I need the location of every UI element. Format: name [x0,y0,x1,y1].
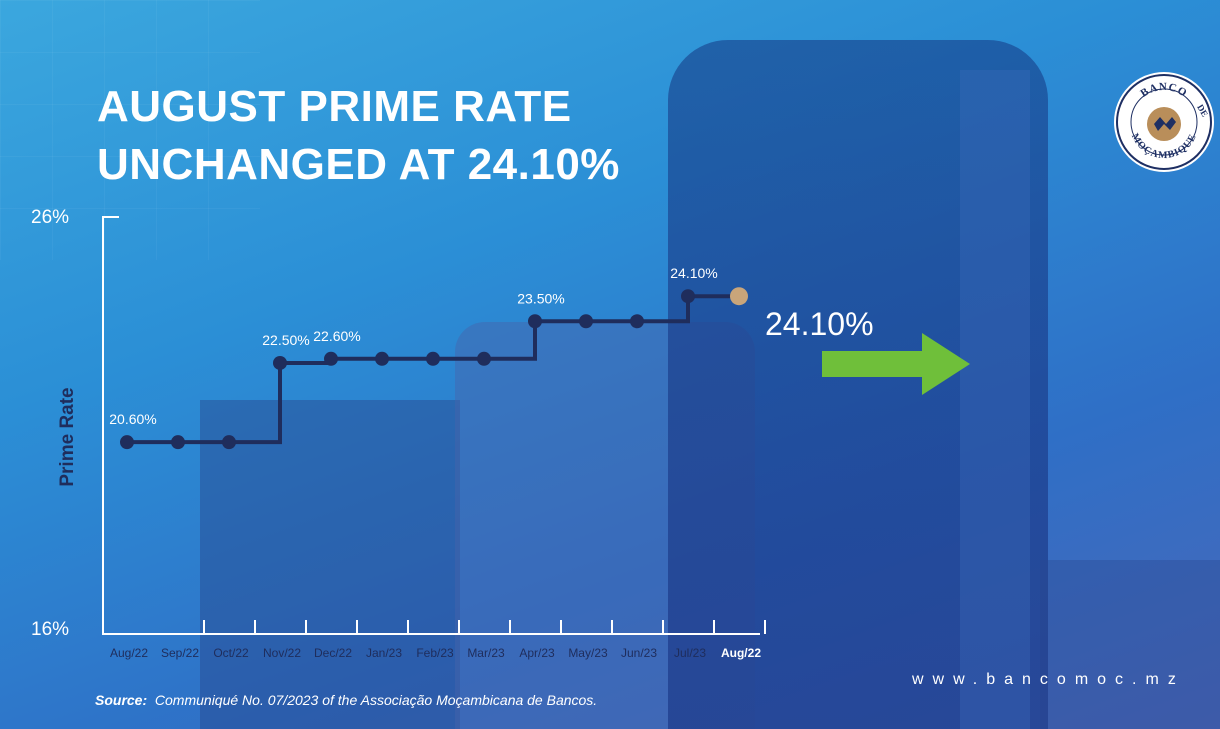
data-point [630,314,644,329]
x-tick-label: Feb/23 [416,646,454,660]
highlight-value: 24.10% [765,306,874,342]
bank-logo-icon: BANCO MOÇAMBIQUE DE [1116,74,1212,170]
data-label: 22.60% [313,328,360,344]
title-line-2: UNCHANGED AT 24.10% [97,140,620,189]
chart-axis-lines [102,216,760,635]
x-tick-label: Aug/22 [110,646,148,660]
page-title: AUGUST PRIME RATE UNCHANGED AT 24.10% [97,78,620,194]
x-tick-label: Jun/23 [621,646,657,660]
x-tick-label: Jan/23 [366,646,402,660]
background-tower-side [960,70,1030,729]
bank-logo: BANCO MOÇAMBIQUE DE [1114,72,1214,172]
x-tick-label: Sep/22 [161,646,199,660]
y-axis-label: Prime Rate [57,387,78,486]
data-point [324,351,338,366]
x-tick-label: Nov/22 [263,646,301,660]
x-axis-labels: Aug/22 Sep/22 Oct/22 Nov/22 Dec/22 Jan/23 Feb/… [110,646,761,660]
source-label: Source: [95,692,148,708]
website-url[interactable]: www.bancomoc.mz [912,671,1185,688]
x-tick-label: Apr/23 [519,646,555,660]
chart-axes [102,216,766,635]
data-point [375,351,389,366]
data-point [681,289,695,304]
data-points [120,287,748,450]
x-tick-label: Jul/23 [674,646,706,660]
data-label: 23.50% [517,290,564,306]
y-tick-min: 16% [31,619,69,640]
highlight-data-point [730,287,748,306]
data-point [477,351,491,366]
y-tick-max: 26% [31,207,69,228]
x-tick-label: Oct/22 [213,646,249,660]
background-grid [0,0,260,260]
x-tick-label: Dec/22 [314,646,352,660]
data-label: 22.50% [262,332,309,348]
data-point [171,435,185,450]
x-tick-label: Mar/23 [467,646,505,660]
title-line-1: AUGUST PRIME RATE [97,82,572,131]
x-axis-ticks [203,620,766,634]
right-arrow-icon [822,333,970,395]
x-tick-label: May/23 [568,646,608,660]
data-label: 24.10% [670,265,717,281]
data-point [579,314,593,329]
x-tick-label: Aug/22 [721,646,761,660]
logo-emblem-mark [1154,117,1176,131]
data-point [222,435,236,450]
background-building-right [1040,560,1220,729]
data-point [528,314,542,329]
logo-text-top: BANCO [1138,81,1188,100]
background-building-left [200,400,460,729]
data-point [426,351,440,366]
prime-rate-line [127,294,739,445]
data-labels: 20.60% 22.50% 22.60% 23.50% 24.10% [109,265,717,427]
background-tower [668,40,1048,729]
svg-text:BANCO: BANCO [1138,81,1189,100]
data-label: 20.60% [109,411,156,427]
source-text: Communiqué No. 07/2023 of the Associação… [154,692,598,708]
data-point [120,435,134,450]
source-note: Source: Communiqué No. 07/2023 of the As… [95,692,597,708]
data-point [273,355,287,370]
